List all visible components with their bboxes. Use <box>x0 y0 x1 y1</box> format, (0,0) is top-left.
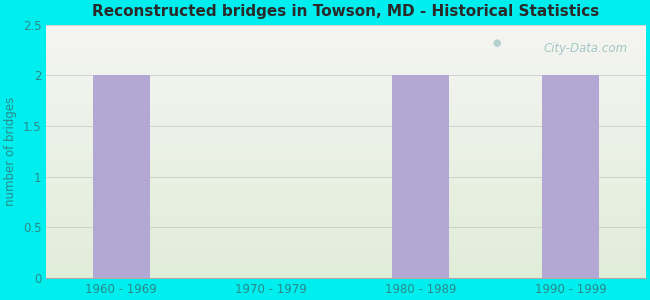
Text: City-Data.com: City-Data.com <box>543 42 628 55</box>
Title: Reconstructed bridges in Towson, MD - Historical Statistics: Reconstructed bridges in Towson, MD - Hi… <box>92 4 600 19</box>
Bar <box>393 75 449 278</box>
Text: ●: ● <box>493 38 501 48</box>
Bar <box>93 75 150 278</box>
Bar <box>542 75 599 278</box>
Y-axis label: number of bridges: number of bridges <box>4 97 17 206</box>
